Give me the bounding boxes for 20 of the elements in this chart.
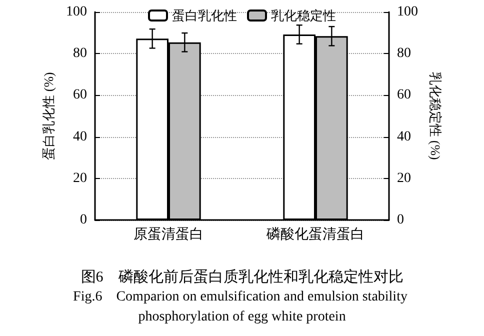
x-tick-label: 磷酸化蛋清蛋白: [266, 226, 364, 242]
x-tick-label: 原蛋清蛋白: [134, 226, 204, 242]
y-tick-label: 80: [73, 46, 87, 62]
y-tick-label: 60: [73, 88, 87, 103]
y2-tick-label: 40: [397, 129, 411, 144]
y2-axis-title: 乳化稳定性 (%): [428, 72, 443, 160]
y-tick-label: 40: [73, 129, 87, 144]
legend-label: 蛋白乳化性: [172, 8, 237, 23]
text: Fig.6 Comparion on emulsification and emulsion stability phosphorylation of egg white protein: [73, 290, 411, 324]
y-axis-title: 蛋白乳化性 (%): [41, 72, 56, 160]
y2-tick-label: 0: [397, 212, 404, 228]
y2-tick-label: 20: [397, 170, 411, 186]
legend-label: 乳化稳定性: [271, 8, 336, 23]
y2-tick-label: 100: [397, 4, 418, 20]
y2-tick-label: 60: [397, 88, 411, 103]
y2-tick-label: 80: [397, 46, 411, 62]
text: 图6 磷酸化前后蛋白质乳化性和乳化稳定性对比: [80, 268, 404, 286]
y-tick-label: 0: [80, 212, 87, 228]
y-tick-label: 20: [73, 170, 87, 186]
y-tick-label: 100: [66, 4, 87, 20]
